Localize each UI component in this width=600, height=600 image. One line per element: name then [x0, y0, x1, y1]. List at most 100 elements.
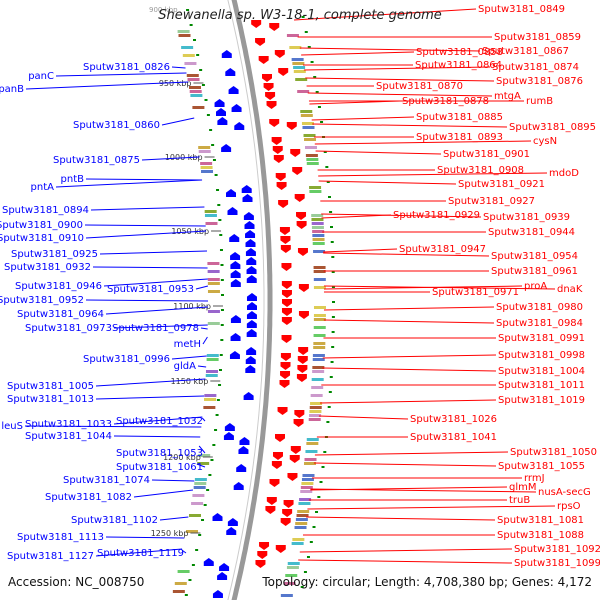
- left-gene-label: Sputw3181_0973: [25, 323, 112, 334]
- right-gene-label: Sputw3181_0878: [402, 96, 489, 107]
- cog-block: [190, 94, 203, 97]
- cog-block: [312, 238, 325, 241]
- left-gene-label: Sputw3181_1044: [25, 431, 112, 442]
- left-leader-line: [95, 395, 205, 400]
- cog-block: [188, 514, 201, 517]
- left-leader-line: [85, 299, 209, 302]
- left-gene-label: Sputw3181_1127: [7, 551, 94, 562]
- cog-block: [192, 106, 205, 109]
- reverse-gene-arrow: [217, 117, 228, 125]
- cog-block: [304, 462, 317, 465]
- cog-block: [313, 342, 326, 345]
- left-leader-line: [113, 324, 208, 329]
- cog-block: [313, 334, 326, 337]
- right-gene-label: Sputw3181_0921: [458, 179, 545, 190]
- reverse-gene-arrow: [246, 347, 257, 355]
- right-leader-line: [301, 51, 415, 56]
- right-leader-line: [307, 92, 493, 97]
- right-leader-line: [322, 367, 497, 372]
- left-leader-line: [105, 536, 185, 539]
- cog-block: [293, 66, 306, 69]
- reverse-gene-arrow: [245, 248, 256, 256]
- left-gene-label: Sputw3181_0932: [4, 262, 91, 273]
- forward-gene-arrow: [281, 299, 292, 307]
- forward-gene-arrow: [251, 20, 262, 28]
- cog-block: [313, 270, 326, 273]
- left-leader-line: [95, 548, 183, 557]
- cog-block: [308, 418, 321, 421]
- right-leader-line: [323, 248, 398, 253]
- forward-gene-arrow: [283, 500, 294, 508]
- reverse-gene-arrow: [223, 432, 234, 440]
- forward-gene-arrow: [269, 479, 280, 487]
- cog-block: [172, 590, 185, 593]
- cog-block: [186, 530, 199, 533]
- cog-block: [309, 406, 322, 409]
- cog-block: [198, 454, 211, 457]
- reverse-gene-arrow: [227, 518, 238, 526]
- cog-block: [188, 86, 201, 89]
- cog-block: [203, 406, 216, 409]
- kbp-tick-label: 950 kbp: [159, 79, 192, 88]
- forward-gene-arrow: [269, 119, 280, 127]
- right-leader-line: [305, 77, 495, 82]
- forward-gene-arrow: [298, 347, 309, 355]
- cog-block: [289, 46, 302, 49]
- left-leader-line: [151, 479, 195, 482]
- forward-gene-arrow: [287, 473, 298, 481]
- forward-gene-arrow: [275, 434, 286, 442]
- cog-block: [204, 398, 217, 401]
- cog-block: [191, 502, 204, 505]
- cog-block: [313, 326, 326, 329]
- kbp-tick-label: 1150 kbp: [171, 377, 209, 386]
- cog-block: [294, 526, 307, 529]
- cog-block: [304, 458, 317, 461]
- cog-block: [311, 226, 324, 229]
- right-leader-line: [315, 150, 442, 155]
- right-leader-line: [323, 306, 495, 311]
- left-gene-label: Sputw3181_1005: [7, 381, 94, 392]
- cog-block: [207, 322, 220, 325]
- forward-gene-arrow: [281, 317, 292, 325]
- forward-gene-arrow: [263, 83, 274, 91]
- forward-gene-arrow: [297, 356, 308, 364]
- forward-gene-arrow: [296, 221, 307, 229]
- left-leader-line: [159, 516, 189, 521]
- forward-gene-arrow: [271, 461, 282, 469]
- right-leader-line: [318, 172, 548, 177]
- cog-block: [174, 582, 187, 585]
- right-gene-label: Sputw3181_0893: [416, 132, 503, 143]
- right-gene-label: Sputw3181_0927: [448, 196, 535, 207]
- forward-gene-arrow: [281, 335, 292, 343]
- cog-block: [283, 582, 296, 585]
- right-leader-line: [310, 488, 537, 493]
- right-gene-label: cysN: [533, 136, 557, 147]
- topology-summary: Topology: circular; Length: 4,708,380 bp…: [262, 575, 592, 589]
- label-leader-lines: [24, 8, 556, 564]
- left-leader-line: [25, 81, 189, 90]
- reverse-gene-arrow: [233, 482, 244, 490]
- cog-block: [312, 354, 325, 357]
- right-gene-label: dnaK: [557, 284, 583, 295]
- left-gene-label: Sputw3181_0910: [0, 233, 84, 244]
- cog-block: [297, 510, 310, 513]
- left-gene-label: Sputw3181_0953: [107, 284, 194, 295]
- cog-block: [189, 90, 202, 93]
- right-gene-label: Sputw3181_1011: [498, 380, 585, 391]
- forward-gene-arrow: [281, 308, 292, 316]
- reverse-gene-arrow: [243, 212, 254, 220]
- left-leader-line: [55, 179, 203, 188]
- reverse-gene-arrow: [246, 293, 257, 301]
- forward-gene-arrow: [273, 155, 284, 163]
- left-leader-line: [95, 378, 206, 387]
- forward-gene-arrow: [280, 362, 291, 370]
- right-gene-label: truB: [509, 495, 530, 506]
- reverse-gene-arrow: [230, 252, 241, 260]
- right-gene-label: Sputw3181_0984: [496, 318, 583, 329]
- cog-block: [206, 354, 219, 357]
- cog-block: [302, 126, 315, 129]
- forward-gene-arrow: [265, 506, 276, 514]
- reverse-gene-arrow: [234, 122, 245, 130]
- cog-block: [194, 478, 207, 481]
- reverse-gene-arrow: [217, 572, 228, 580]
